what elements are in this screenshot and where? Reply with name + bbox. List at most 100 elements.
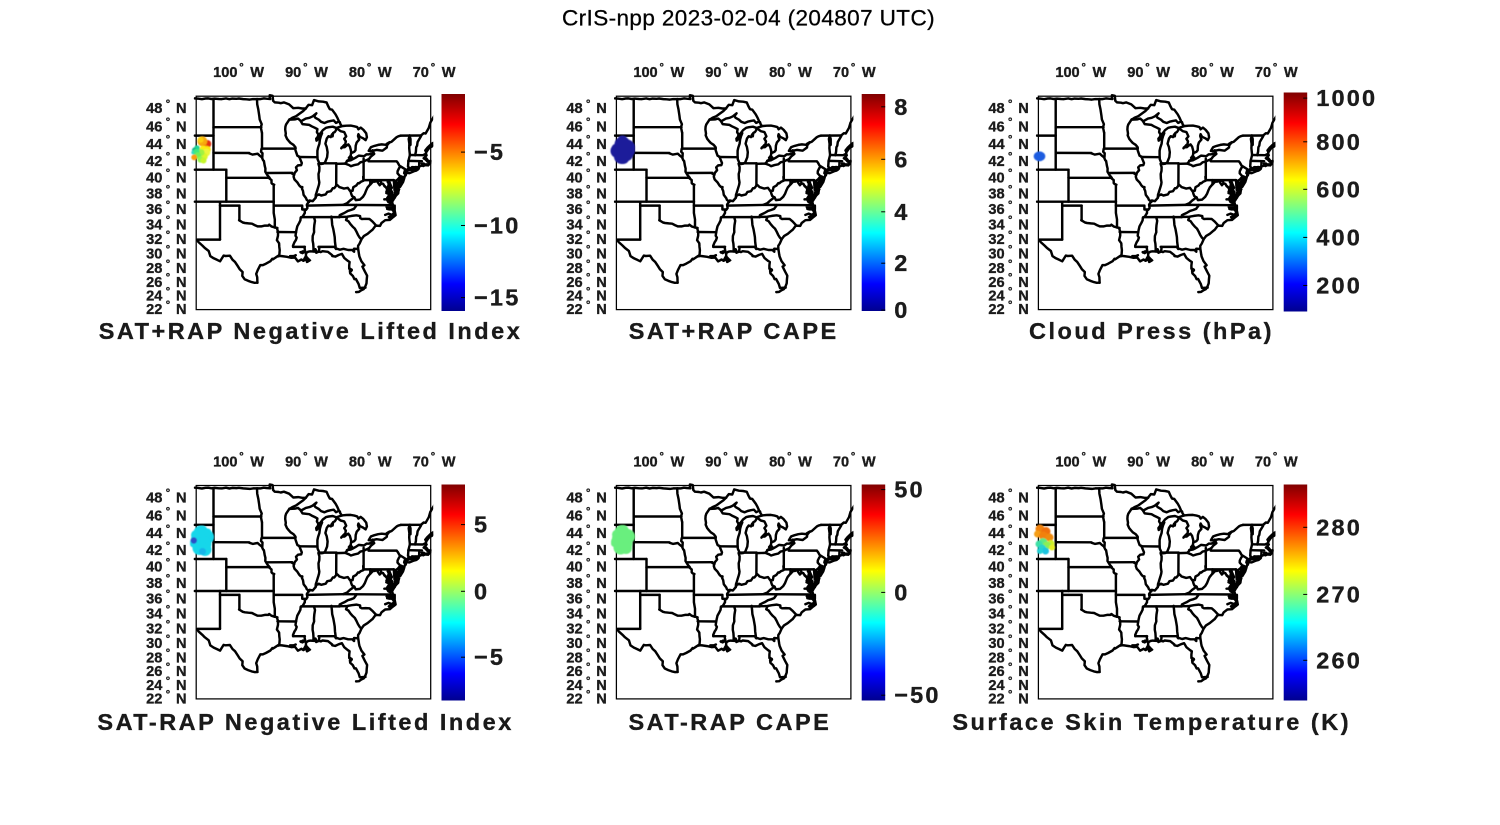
svg-text:W: W bbox=[378, 65, 392, 81]
svg-text:46: 46 bbox=[146, 119, 162, 135]
svg-text:°: ° bbox=[586, 506, 590, 518]
svg-text:°: ° bbox=[723, 451, 727, 463]
svg-text:°: ° bbox=[586, 524, 590, 536]
svg-text:N: N bbox=[596, 622, 607, 638]
svg-text:40: 40 bbox=[988, 170, 1004, 186]
svg-text:N: N bbox=[596, 101, 607, 117]
svg-text:N: N bbox=[176, 154, 187, 170]
svg-text:°: ° bbox=[586, 619, 590, 631]
svg-text:N: N bbox=[596, 591, 607, 607]
svg-text:48: 48 bbox=[988, 490, 1004, 506]
svg-text:°: ° bbox=[1008, 662, 1012, 674]
svg-text:°: ° bbox=[586, 689, 590, 701]
svg-text:°: ° bbox=[166, 557, 170, 569]
svg-text:SAT+RAP Negative Lifted Index: SAT+RAP Negative Lifted Index bbox=[99, 318, 523, 344]
svg-text:W: W bbox=[1220, 65, 1234, 81]
svg-text:°: ° bbox=[1008, 633, 1012, 645]
svg-text:°: ° bbox=[166, 151, 170, 163]
svg-text:30: 30 bbox=[988, 636, 1004, 652]
svg-text:°: ° bbox=[586, 573, 590, 585]
svg-text:°: ° bbox=[166, 98, 170, 110]
svg-text:°: ° bbox=[166, 272, 170, 284]
svg-text:W: W bbox=[862, 65, 876, 81]
svg-text:32: 32 bbox=[988, 232, 1004, 248]
svg-text:80: 80 bbox=[1191, 65, 1207, 81]
svg-text:42: 42 bbox=[566, 543, 582, 559]
svg-text:28: 28 bbox=[988, 650, 1004, 666]
svg-text:N: N bbox=[596, 509, 607, 525]
svg-text:42: 42 bbox=[566, 154, 582, 170]
svg-text:28: 28 bbox=[146, 650, 162, 666]
svg-text:°: ° bbox=[431, 451, 435, 463]
svg-text:N: N bbox=[596, 560, 607, 576]
svg-text:N: N bbox=[176, 302, 187, 318]
svg-text:N: N bbox=[1018, 275, 1029, 291]
svg-text:48: 48 bbox=[566, 101, 582, 117]
svg-text:40: 40 bbox=[566, 560, 582, 576]
svg-text:°: ° bbox=[1209, 62, 1213, 74]
svg-text:N: N bbox=[1018, 247, 1029, 263]
svg-text:N: N bbox=[596, 202, 607, 218]
svg-text:N: N bbox=[1018, 607, 1029, 623]
svg-text:400: 400 bbox=[1316, 224, 1362, 250]
svg-text:N: N bbox=[596, 275, 607, 291]
svg-text:80: 80 bbox=[349, 65, 365, 81]
svg-text:−10: −10 bbox=[474, 213, 520, 239]
svg-text:°: ° bbox=[1273, 62, 1277, 74]
svg-text:°: ° bbox=[1008, 215, 1012, 227]
svg-text:N: N bbox=[596, 217, 607, 233]
svg-text:−5: −5 bbox=[474, 644, 505, 670]
svg-text:°: ° bbox=[166, 541, 170, 553]
svg-text:°: ° bbox=[586, 589, 590, 601]
svg-text:°: ° bbox=[431, 62, 435, 74]
svg-text:N: N bbox=[1018, 576, 1029, 592]
svg-text:N: N bbox=[176, 137, 187, 153]
svg-text:°: ° bbox=[586, 662, 590, 674]
svg-text:°: ° bbox=[586, 98, 590, 110]
svg-text:N: N bbox=[176, 607, 187, 623]
svg-text:W: W bbox=[671, 65, 685, 81]
svg-text:38: 38 bbox=[988, 576, 1004, 592]
svg-text:0: 0 bbox=[894, 579, 909, 605]
svg-text:°: ° bbox=[1008, 589, 1012, 601]
svg-text:100: 100 bbox=[213, 65, 237, 81]
svg-text:°: ° bbox=[851, 62, 855, 74]
svg-text:40: 40 bbox=[566, 170, 582, 186]
svg-text:600: 600 bbox=[1316, 176, 1362, 202]
svg-text:800: 800 bbox=[1316, 129, 1362, 155]
svg-text:34: 34 bbox=[566, 217, 583, 233]
svg-text:−5: −5 bbox=[474, 139, 505, 165]
svg-text:°: ° bbox=[166, 633, 170, 645]
svg-text:°: ° bbox=[367, 62, 371, 74]
svg-text:270: 270 bbox=[1316, 581, 1362, 607]
svg-text:30: 30 bbox=[988, 247, 1004, 263]
svg-text:°: ° bbox=[586, 215, 590, 227]
svg-text:°: ° bbox=[586, 488, 590, 500]
svg-text:42: 42 bbox=[988, 154, 1004, 170]
svg-text:°: ° bbox=[1145, 62, 1149, 74]
svg-text:N: N bbox=[1018, 526, 1029, 542]
svg-text:°: ° bbox=[1082, 62, 1086, 74]
svg-text:°: ° bbox=[303, 451, 307, 463]
svg-text:°: ° bbox=[586, 541, 590, 553]
svg-text:N: N bbox=[176, 247, 187, 263]
svg-text:W: W bbox=[1093, 65, 1107, 81]
svg-text:N: N bbox=[1018, 302, 1029, 318]
svg-text:80: 80 bbox=[769, 454, 785, 470]
svg-text:N: N bbox=[596, 154, 607, 170]
svg-text:N: N bbox=[596, 137, 607, 153]
svg-text:0: 0 bbox=[894, 297, 909, 323]
svg-text:°: ° bbox=[1008, 541, 1012, 553]
svg-text:°: ° bbox=[586, 230, 590, 242]
svg-text:°: ° bbox=[723, 62, 727, 74]
svg-text:°: ° bbox=[166, 506, 170, 518]
svg-text:46: 46 bbox=[988, 509, 1004, 525]
svg-text:−15: −15 bbox=[474, 285, 520, 311]
svg-text:°: ° bbox=[1008, 244, 1012, 256]
svg-text:22: 22 bbox=[566, 302, 582, 318]
svg-text:°: ° bbox=[166, 662, 170, 674]
svg-text:N: N bbox=[1018, 232, 1029, 248]
svg-text:N: N bbox=[1018, 170, 1029, 186]
svg-text:32: 32 bbox=[566, 232, 582, 248]
svg-text:°: ° bbox=[166, 168, 170, 180]
